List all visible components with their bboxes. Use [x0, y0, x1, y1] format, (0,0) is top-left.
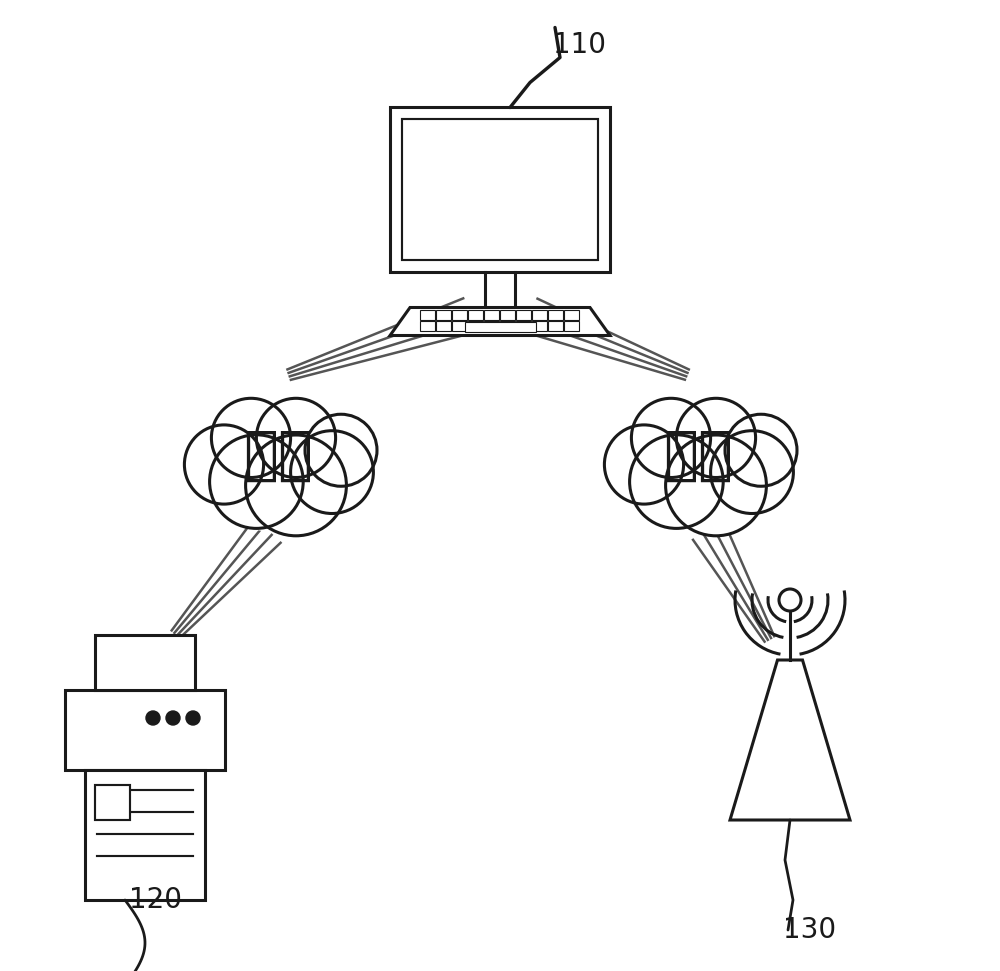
FancyBboxPatch shape	[532, 321, 546, 331]
Circle shape	[166, 711, 180, 725]
Polygon shape	[605, 398, 797, 536]
Circle shape	[211, 398, 291, 478]
Bar	[402, 119, 598, 260]
FancyBboxPatch shape	[564, 321, 578, 331]
FancyBboxPatch shape	[420, 310, 434, 320]
Bar	[85, 770, 205, 900]
FancyBboxPatch shape	[548, 321, 562, 331]
Polygon shape	[390, 308, 610, 336]
Polygon shape	[730, 660, 850, 820]
Bar	[390, 108, 610, 273]
Text: 网络: 网络	[243, 426, 313, 484]
FancyBboxPatch shape	[436, 310, 450, 320]
Circle shape	[184, 425, 264, 504]
Circle shape	[246, 435, 346, 536]
FancyBboxPatch shape	[436, 321, 450, 331]
FancyBboxPatch shape	[464, 322, 536, 332]
Circle shape	[666, 435, 766, 536]
Circle shape	[256, 398, 336, 478]
FancyBboxPatch shape	[548, 310, 562, 320]
Circle shape	[146, 711, 160, 725]
FancyBboxPatch shape	[484, 310, 498, 320]
Circle shape	[630, 435, 723, 528]
FancyBboxPatch shape	[500, 321, 514, 331]
FancyBboxPatch shape	[500, 310, 514, 320]
Text: 网络: 网络	[663, 426, 733, 484]
Circle shape	[210, 435, 303, 528]
Circle shape	[725, 415, 797, 486]
Circle shape	[631, 398, 711, 478]
FancyBboxPatch shape	[516, 310, 530, 320]
FancyBboxPatch shape	[484, 321, 498, 331]
FancyBboxPatch shape	[452, 310, 466, 320]
Text: 110: 110	[554, 31, 606, 59]
FancyBboxPatch shape	[420, 321, 434, 331]
Text: 120: 120	[128, 886, 182, 914]
Circle shape	[779, 589, 801, 611]
Circle shape	[291, 431, 373, 514]
FancyBboxPatch shape	[532, 310, 546, 320]
Circle shape	[711, 431, 793, 514]
Circle shape	[604, 425, 684, 504]
FancyBboxPatch shape	[564, 310, 578, 320]
Circle shape	[186, 711, 200, 725]
Bar	[95, 785, 130, 820]
Polygon shape	[185, 398, 377, 536]
FancyBboxPatch shape	[516, 321, 530, 331]
Text: 130: 130	[783, 916, 837, 944]
FancyBboxPatch shape	[468, 321, 482, 331]
FancyBboxPatch shape	[468, 310, 482, 320]
Circle shape	[305, 415, 377, 486]
FancyBboxPatch shape	[452, 321, 466, 331]
Circle shape	[676, 398, 756, 478]
Bar	[95, 635, 195, 690]
Bar	[65, 690, 225, 770]
